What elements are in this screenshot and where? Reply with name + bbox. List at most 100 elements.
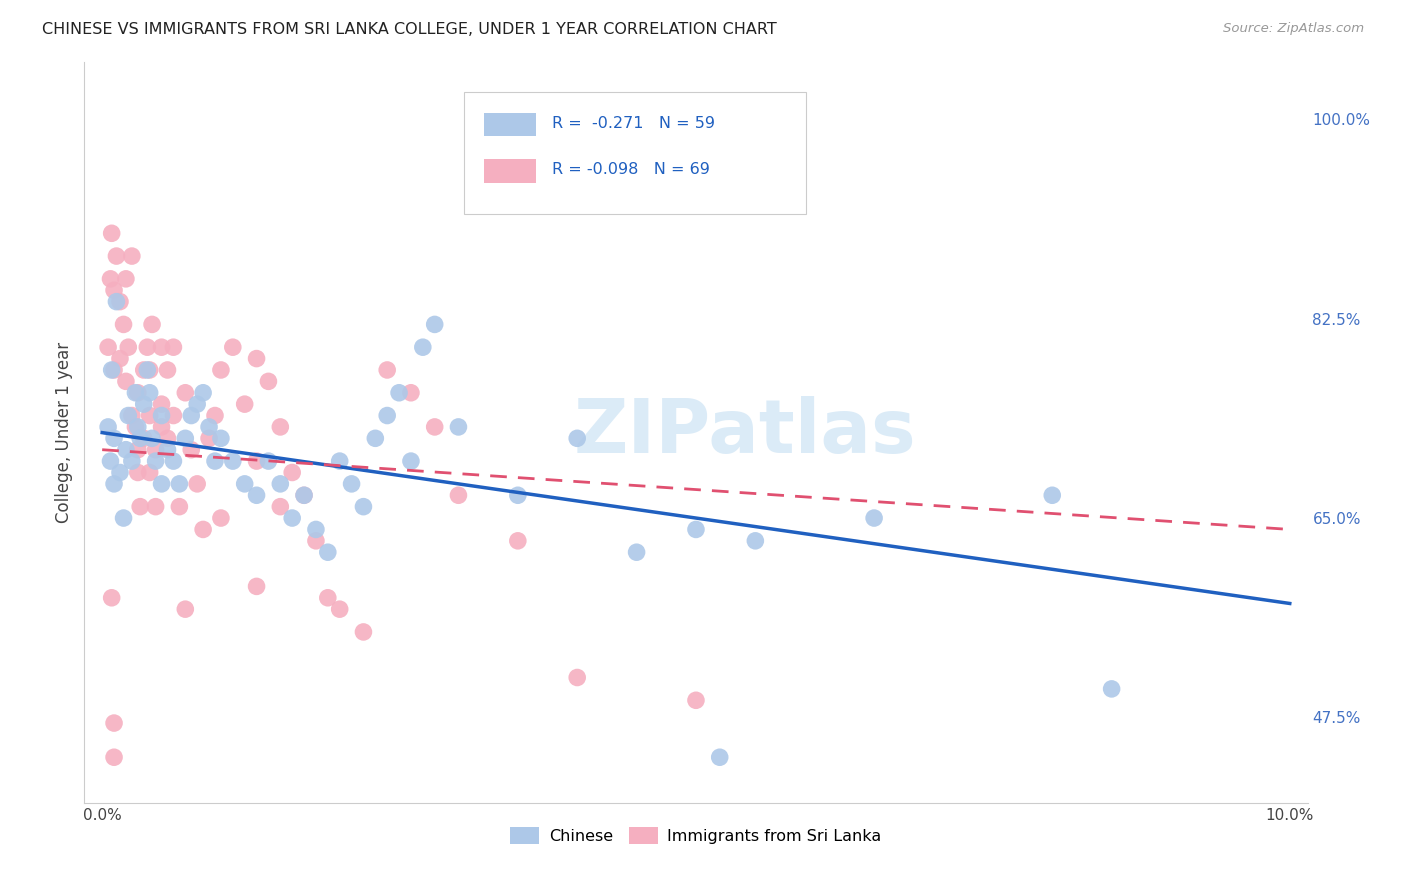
Point <box>352 500 374 514</box>
Point <box>744 533 766 548</box>
Point <box>281 466 304 480</box>
Point <box>626 545 648 559</box>
Text: ZIPatlas: ZIPatlas <box>574 396 917 469</box>
Point <box>115 442 138 457</box>
Point <box>685 693 707 707</box>
Point <box>423 318 446 332</box>
Point <box>364 431 387 445</box>
Point <box>209 431 232 445</box>
Point <box>136 363 159 377</box>
Point <box>233 476 256 491</box>
Point <box>150 420 173 434</box>
Point <box>269 420 291 434</box>
Point <box>180 409 202 423</box>
Point <box>103 476 125 491</box>
Point <box>186 397 208 411</box>
Point <box>108 294 131 309</box>
Text: R = -0.098   N = 69: R = -0.098 N = 69 <box>551 162 710 178</box>
Point <box>447 488 470 502</box>
Point <box>233 397 256 411</box>
Point <box>138 363 160 377</box>
Point <box>97 340 120 354</box>
Point <box>245 488 267 502</box>
Bar <box>484 112 536 136</box>
Point <box>156 363 179 377</box>
Point <box>150 397 173 411</box>
Point <box>124 385 146 400</box>
Point <box>685 523 707 537</box>
Point <box>204 409 226 423</box>
Point <box>204 454 226 468</box>
Point <box>198 420 221 434</box>
Point <box>129 500 152 514</box>
Legend: Chinese, Immigrants from Sri Lanka: Chinese, Immigrants from Sri Lanka <box>505 821 887 850</box>
Point <box>186 476 208 491</box>
Point <box>103 750 125 764</box>
Point <box>127 385 149 400</box>
Point <box>156 431 179 445</box>
Point <box>1040 488 1063 502</box>
Point <box>162 340 184 354</box>
Point <box>567 431 589 445</box>
Point <box>174 602 197 616</box>
Point <box>132 397 155 411</box>
Point <box>132 431 155 445</box>
Point <box>145 500 167 514</box>
Point <box>108 351 131 366</box>
Point <box>316 591 339 605</box>
Point <box>506 533 529 548</box>
Point <box>121 454 143 468</box>
Point <box>375 409 398 423</box>
Point <box>112 511 135 525</box>
Bar <box>484 160 536 183</box>
Point <box>97 420 120 434</box>
Point <box>399 454 422 468</box>
Point <box>150 409 173 423</box>
Point <box>136 340 159 354</box>
Point <box>222 454 245 468</box>
FancyBboxPatch shape <box>464 92 806 214</box>
Point <box>141 318 163 332</box>
Point <box>447 420 470 434</box>
Point <box>329 454 352 468</box>
Point <box>709 750 731 764</box>
Point <box>145 442 167 457</box>
Point <box>129 431 152 445</box>
Point <box>209 363 232 377</box>
Point <box>115 272 138 286</box>
Text: Source: ZipAtlas.com: Source: ZipAtlas.com <box>1223 22 1364 36</box>
Point <box>269 500 291 514</box>
Point <box>121 409 143 423</box>
Point <box>150 476 173 491</box>
Point <box>305 533 328 548</box>
Point <box>103 431 125 445</box>
Point <box>245 351 267 366</box>
Point <box>138 385 160 400</box>
Point <box>132 363 155 377</box>
Point <box>115 375 138 389</box>
Point <box>423 420 446 434</box>
Point <box>141 431 163 445</box>
Point <box>863 511 886 525</box>
Point <box>292 488 315 502</box>
Point <box>100 227 122 241</box>
Point <box>169 500 191 514</box>
Point <box>257 454 280 468</box>
Point <box>138 409 160 423</box>
Point <box>162 454 184 468</box>
Point <box>191 523 214 537</box>
Text: R =  -0.271   N = 59: R = -0.271 N = 59 <box>551 116 714 131</box>
Point <box>388 385 411 400</box>
Point <box>124 420 146 434</box>
Point <box>103 716 125 731</box>
Point <box>316 545 339 559</box>
Point <box>127 442 149 457</box>
Point <box>412 340 434 354</box>
Point <box>105 294 128 309</box>
Point <box>150 340 173 354</box>
Point <box>138 466 160 480</box>
Point <box>281 511 304 525</box>
Point <box>162 409 184 423</box>
Point <box>100 272 122 286</box>
Text: CHINESE VS IMMIGRANTS FROM SRI LANKA COLLEGE, UNDER 1 YEAR CORRELATION CHART: CHINESE VS IMMIGRANTS FROM SRI LANKA COL… <box>42 22 778 37</box>
